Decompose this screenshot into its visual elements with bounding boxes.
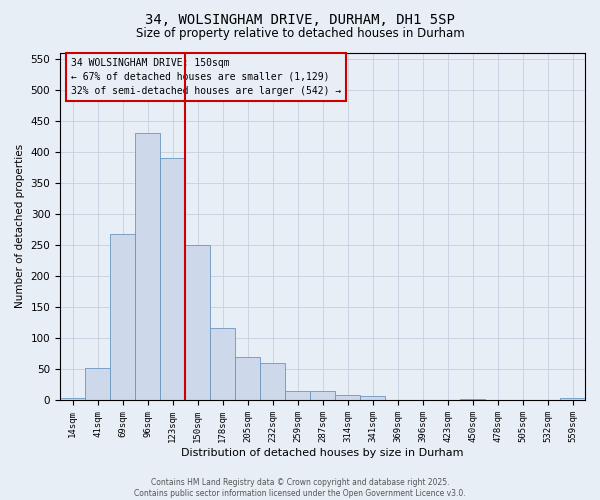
- Bar: [560, 398, 585, 400]
- Bar: [60, 398, 85, 400]
- Bar: [260, 362, 285, 400]
- Y-axis label: Number of detached properties: Number of detached properties: [15, 144, 25, 308]
- Text: 34, WOLSINGHAM DRIVE, DURHAM, DH1 5SP: 34, WOLSINGHAM DRIVE, DURHAM, DH1 5SP: [145, 12, 455, 26]
- Bar: [285, 392, 310, 400]
- Bar: [360, 396, 385, 400]
- Bar: [310, 392, 335, 400]
- Bar: [335, 395, 360, 400]
- Bar: [235, 356, 260, 400]
- Bar: [110, 234, 135, 400]
- Text: 34 WOLSINGHAM DRIVE: 150sqm
← 67% of detached houses are smaller (1,129)
32% of : 34 WOLSINGHAM DRIVE: 150sqm ← 67% of det…: [71, 58, 341, 96]
- Text: Size of property relative to detached houses in Durham: Size of property relative to detached ho…: [136, 28, 464, 40]
- Bar: [85, 368, 110, 400]
- Bar: [210, 328, 235, 400]
- Bar: [135, 133, 160, 400]
- Bar: [185, 245, 210, 400]
- Text: Contains HM Land Registry data © Crown copyright and database right 2025.
Contai: Contains HM Land Registry data © Crown c…: [134, 478, 466, 498]
- Bar: [160, 158, 185, 400]
- X-axis label: Distribution of detached houses by size in Durham: Distribution of detached houses by size …: [181, 448, 464, 458]
